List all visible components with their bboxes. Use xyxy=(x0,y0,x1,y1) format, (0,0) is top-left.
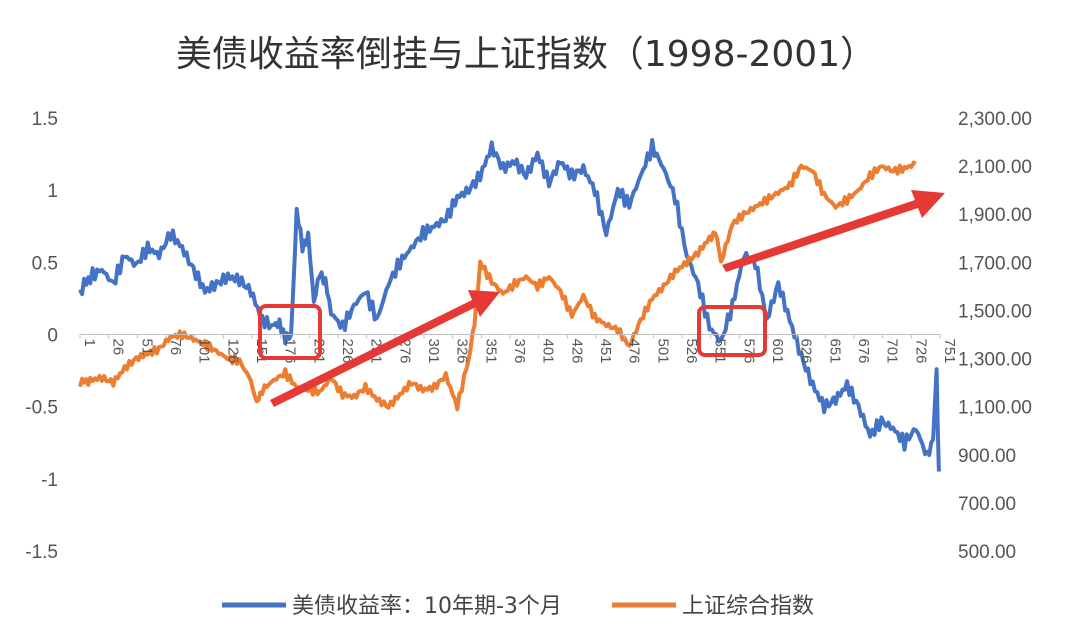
annotation-arrow-1 xyxy=(270,290,500,407)
x-tick-label: 326 xyxy=(454,339,471,364)
left-tick-label: -1.5 xyxy=(25,542,58,563)
left-tick-label: 1.5 xyxy=(32,109,58,130)
legend-label-sse: 上证综合指数 xyxy=(682,594,814,619)
x-tick-label: 301 xyxy=(425,339,442,364)
left-tick-label: -1 xyxy=(41,470,58,491)
left-tick-label: -0.5 xyxy=(25,398,58,419)
annotation-arrow-2 xyxy=(722,190,945,272)
right-tick-label: 2,100.00 xyxy=(958,157,1032,178)
x-tick-label: 276 xyxy=(396,339,413,364)
x-tick-label: 726 xyxy=(912,339,929,364)
x-tick-label: 476 xyxy=(626,339,643,364)
right-axis-ticks: 500.00 700.00 900.00 1,100.00 1,300.00 1,500.… xyxy=(958,109,1032,563)
right-tick-label: 500.00 xyxy=(958,542,1016,563)
right-tick-label: 2,300.00 xyxy=(958,109,1032,130)
x-tick-label: 376 xyxy=(511,339,528,364)
legend-label-treasury: 美债收益率：10年期-3个月 xyxy=(292,594,562,619)
series-layer xyxy=(78,138,941,472)
x-tick-label: 676 xyxy=(855,339,872,364)
x-tick-label: 576 xyxy=(740,339,757,364)
x-tick-label: 101 xyxy=(196,339,213,364)
x-tick-label: 1 xyxy=(81,339,98,347)
legend: 美债收益率：10年期-3个月 上证综合指数 xyxy=(222,594,814,619)
x-tick-label: 126 xyxy=(224,339,241,364)
right-tick-label: 1,300.00 xyxy=(958,350,1032,371)
left-axis-ticks: -1.5 -1 -0.5 0 0.5 1 1.5 xyxy=(25,109,58,563)
x-tick-label: 26 xyxy=(110,339,127,356)
left-tick-label: 0.5 xyxy=(32,253,58,274)
x-tick-label: 76 xyxy=(167,339,184,356)
x-tick-label: 426 xyxy=(568,339,585,364)
right-tick-label: 1,500.00 xyxy=(958,301,1032,322)
x-tick-label: 501 xyxy=(654,339,671,364)
x-tick-label: 751 xyxy=(941,339,958,364)
annotation-box-1 xyxy=(258,304,322,360)
x-tick-label: 526 xyxy=(683,339,700,364)
right-tick-label: 1,900.00 xyxy=(958,205,1032,226)
left-tick-label: 1 xyxy=(47,181,58,202)
x-tick-label: 651 xyxy=(826,339,843,364)
x-tick-label: 226 xyxy=(339,339,356,364)
right-tick-label: 700.00 xyxy=(958,494,1016,515)
series-line-sse-index xyxy=(78,160,917,412)
x-tick-label: 601 xyxy=(769,339,786,364)
left-tick-label: 0 xyxy=(47,326,58,347)
x-tick-label: 51 xyxy=(138,339,155,356)
series-line-treasury-spread xyxy=(78,138,941,472)
chart-title: 美债收益率倒挂与上证指数（1998-2001） xyxy=(176,34,876,75)
x-tick-label: 626 xyxy=(798,339,815,364)
x-axis-ticks: 1265176101126151176201226251276301326351… xyxy=(79,334,958,364)
x-tick-label: 701 xyxy=(884,339,901,364)
annotation-box-2 xyxy=(697,305,767,357)
right-tick-label: 900.00 xyxy=(958,446,1016,467)
x-tick-label: 551 xyxy=(712,339,729,364)
right-tick-label: 1,700.00 xyxy=(958,253,1032,274)
right-tick-label: 1,100.00 xyxy=(958,398,1032,419)
x-tick-label: 351 xyxy=(482,339,499,364)
x-tick-label: 451 xyxy=(597,339,614,364)
x-tick-label: 401 xyxy=(540,339,557,364)
